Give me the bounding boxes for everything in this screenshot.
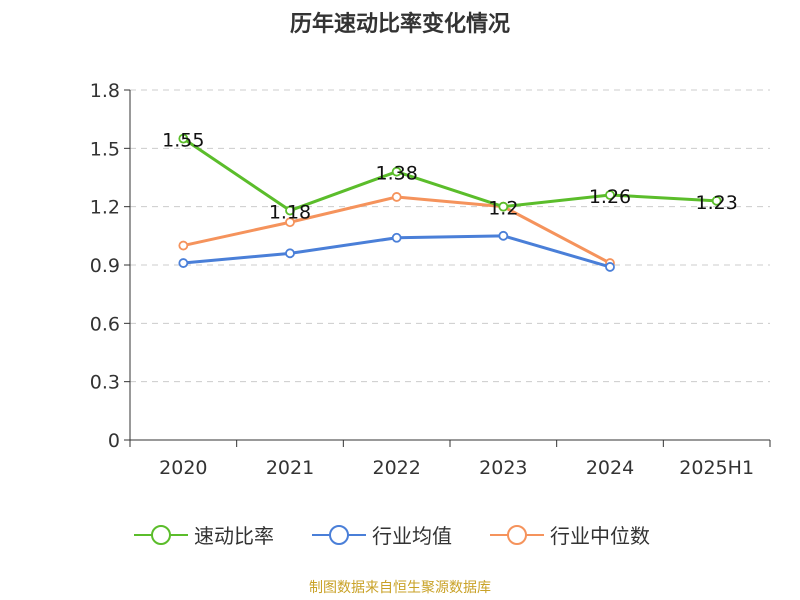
- data-label: 1.55: [162, 130, 204, 152]
- legend-marker-quick-ratio: [134, 524, 188, 546]
- legend-item-industry-median[interactable]: 行业中位数: [490, 520, 650, 549]
- y-tick-label: 0.3: [90, 372, 120, 394]
- data-point-industry-mean: [178, 258, 189, 268]
- data-label: 1.23: [696, 192, 738, 214]
- series-line-quick-ratio: [182, 137, 717, 213]
- y-tick-label: 0: [108, 430, 120, 452]
- x-tick-label: 2023: [479, 457, 527, 479]
- data-point-industry-median: [285, 217, 295, 228]
- legend-label-industry-median: 行业中位数: [550, 524, 650, 548]
- x-tick-label: 2025H1: [679, 457, 754, 479]
- data-label: 1.38: [376, 163, 418, 185]
- legend-item-industry-mean[interactable]: 行业均值: [312, 520, 452, 549]
- y-tick-label: 1.5: [90, 138, 120, 160]
- legend-label-quick-ratio: 速动比率: [194, 524, 274, 548]
- data-point-industry-median: [391, 192, 402, 202]
- y-tick-label: 1.2: [90, 197, 120, 219]
- data-point-quick-ratio: [711, 195, 722, 206]
- legend-item-quick-ratio[interactable]: 速动比率: [134, 520, 274, 549]
- data-point-industry-mean: [498, 230, 509, 241]
- legend-marker-industry-median: [490, 524, 544, 546]
- chart-title: 历年速动比率变化情况: [289, 12, 510, 37]
- data-point-industry-mean: [391, 232, 402, 243]
- source-note: 制图数据来自恒生聚源数据库: [309, 580, 491, 596]
- x-tick-label: 2024: [586, 457, 634, 479]
- data-point-quick-ratio: [178, 133, 189, 144]
- data-point-quick-ratio: [391, 166, 402, 177]
- data-point-quick-ratio: [498, 201, 509, 212]
- data-point-quick-ratio: [285, 205, 295, 216]
- data-point-quick-ratio: [605, 190, 615, 200]
- legend-marker-industry-mean: [312, 524, 366, 546]
- x-tick-label: 2022: [372, 457, 420, 479]
- legend-label-industry-mean: 行业均值: [372, 524, 452, 548]
- data-label: 1.2: [488, 198, 518, 220]
- data-point-industry-mean: [605, 262, 615, 272]
- data-point-industry-mean: [285, 248, 295, 259]
- x-tick-label: 2021: [266, 457, 314, 479]
- data-label: 1.26: [589, 186, 631, 208]
- y-tick-label: 0.6: [90, 313, 120, 335]
- data-label: 1.18: [269, 202, 311, 224]
- data-point-industry-median: [178, 240, 189, 251]
- x-tick-label: 2020: [159, 457, 207, 479]
- y-tick-label: 1.8: [90, 80, 120, 102]
- y-tick-label: 0.9: [90, 255, 120, 277]
